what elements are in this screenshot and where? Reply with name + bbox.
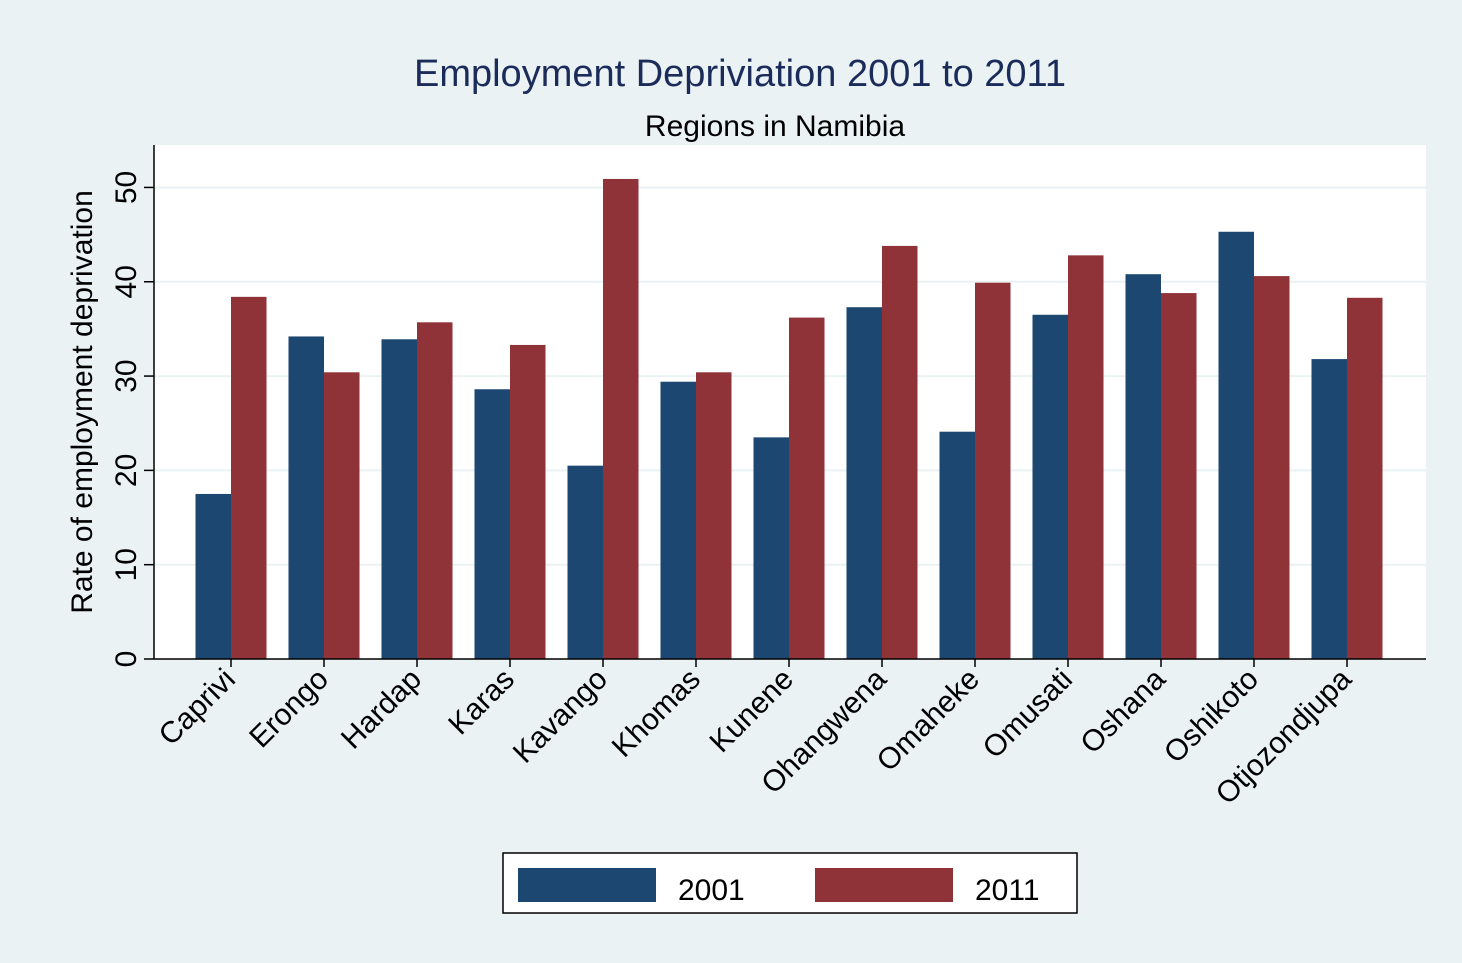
bar-khomas-2001 [660,381,696,659]
axes [153,145,1426,660]
bar-erongo-2011 [324,372,360,659]
y-ticks: 0 10 20 30 40 50 [110,171,154,668]
bar-kavango-2011 [603,178,639,659]
legend-swatch-2001 [518,868,656,902]
y-axis-label: Rate of employment deprivation [66,190,99,614]
y-tick-label: 0 [110,651,143,668]
bar-khomas-2011 [696,372,732,659]
legend-box [502,852,1078,914]
bar-oshana-2001 [1125,274,1161,659]
bar-hardap-2001 [381,339,417,659]
bars [195,178,1383,659]
bar-ohangwena-2001 [846,307,882,659]
y-tick-label: 50 [110,171,143,204]
bar-oshikoto-2001 [1218,231,1254,659]
legend-label-2001: 2001 [678,874,745,907]
bar-oshana-2011 [1161,293,1197,659]
bar-karas-2011 [510,344,546,659]
chart-title: Employment Depriviation 2001 to 2011 [414,53,1066,95]
bar-otjozondjupa-2011 [1347,297,1383,659]
bar-omaheke-2011 [975,282,1011,659]
y-tick-label: 30 [110,359,143,392]
bar-erongo-2001 [288,336,324,659]
y-tick-label: 10 [110,548,143,581]
y-tick-label: 20 [110,454,143,487]
legend-swatch-2011 [815,868,953,902]
bar-ohangwena-2011 [882,245,918,659]
bar-omaheke-2001 [939,431,975,659]
bar-kunene-2011 [789,317,825,659]
bar-kunene-2001 [753,437,789,659]
bar-hardap-2011 [417,322,453,659]
bar-caprivi-2001 [195,493,231,659]
bar-oshikoto-2011 [1254,276,1290,659]
bar-karas-2001 [474,389,510,659]
legend: 2001 2011 [502,852,1078,914]
chart-subtitle: Regions in Namibia [645,110,905,143]
bar-otjozondjupa-2001 [1311,359,1347,659]
bar-caprivi-2011 [231,296,267,659]
y-tick-label: 40 [110,265,143,298]
bar-omusati-2001 [1032,314,1068,659]
bar-omusati-2011 [1068,255,1104,659]
legend-label-2011: 2011 [975,874,1040,907]
bar-kavango-2001 [567,465,603,659]
